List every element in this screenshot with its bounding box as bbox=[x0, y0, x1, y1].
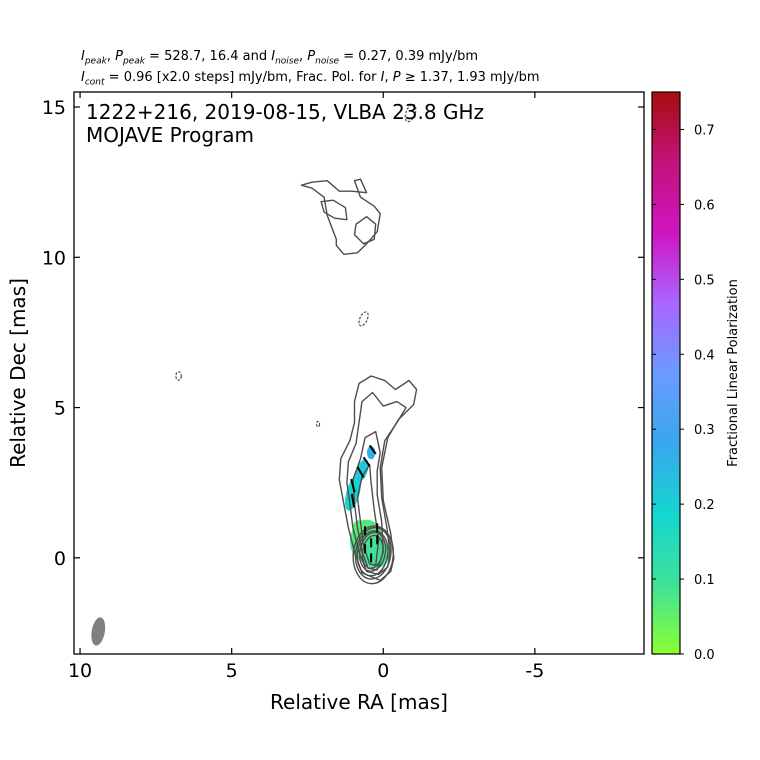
noise-contour bbox=[315, 420, 321, 428]
i-symbol: I bbox=[380, 70, 385, 85]
noise-contour bbox=[175, 371, 182, 381]
colorbar-tick-label: 0.3 bbox=[694, 423, 715, 438]
header-line-1: Ipeak, Ppeak = 528.7, 16.4 and Inoise, P… bbox=[81, 49, 478, 67]
i-noise-subscript: noise bbox=[275, 56, 300, 67]
core-contour bbox=[352, 525, 395, 585]
p-symbol: P bbox=[392, 70, 401, 85]
chart-title-line-2: MOJAVE Program bbox=[86, 123, 254, 147]
jet-contour bbox=[352, 430, 384, 571]
colorbar-tick-label: 0.5 bbox=[694, 273, 715, 288]
colorbar-tick-label: 0.6 bbox=[694, 198, 715, 213]
chart-title-line-1: 1222+216, 2019-08-15, VLBA 23.8 GHz bbox=[86, 100, 484, 124]
colorbar-tick-label: 0.1 bbox=[694, 573, 715, 588]
i-peak-symbol: I bbox=[81, 49, 85, 64]
knot-contour bbox=[353, 216, 377, 245]
i-peak-subscript: peak bbox=[84, 56, 107, 67]
knot-contour bbox=[300, 178, 381, 255]
i-cont-subscript: cont bbox=[84, 77, 105, 88]
core-contour bbox=[356, 530, 389, 577]
axis-ticks: 10 5 0 -5 0 5 10 15 bbox=[42, 92, 644, 682]
plot-area bbox=[91, 103, 418, 646]
jet-contour bbox=[346, 391, 407, 576]
p-noise-subscript: noise bbox=[315, 56, 340, 67]
evpa-tick bbox=[350, 493, 356, 508]
p-peak-subscript: peak bbox=[122, 56, 145, 67]
knot-contour bbox=[320, 199, 348, 221]
noise-contour bbox=[404, 103, 417, 123]
evpa-tick bbox=[356, 466, 365, 478]
colorbar-tick-label: 0.0 bbox=[694, 648, 715, 663]
x-tick-label: 10 bbox=[68, 660, 92, 682]
core-contour bbox=[361, 534, 384, 569]
colorbar bbox=[651, 91, 681, 655]
noise-contour bbox=[358, 311, 369, 327]
threshold-text: ≥ 1.37, 1.93 mJy/bm bbox=[400, 70, 540, 85]
colorbar-label: Fractional Linear Polarization bbox=[726, 279, 741, 467]
colorbar-ticks: 0.0 0.1 0.2 0.3 0.4 0.5 0.6 0.7 bbox=[652, 123, 715, 663]
y-axis-label: Relative Dec [mas] bbox=[6, 278, 30, 468]
i-cont-symbol: I bbox=[81, 70, 85, 85]
y-tick-label: 5 bbox=[54, 398, 66, 420]
x-tick-label: 5 bbox=[226, 660, 238, 682]
core-contour bbox=[358, 531, 387, 572]
colorbar-tick-label: 0.7 bbox=[694, 123, 715, 138]
x-tick-label: -5 bbox=[525, 660, 544, 682]
p-noise-symbol: P bbox=[307, 49, 316, 64]
evpa-tick bbox=[350, 478, 356, 493]
evpa-tick bbox=[368, 444, 377, 455]
peak-values: = 528.7, 16.4 and bbox=[144, 49, 272, 64]
y-tick-label: 15 bbox=[42, 97, 66, 119]
i-noise-symbol: I bbox=[271, 49, 276, 64]
jet-contour bbox=[338, 375, 418, 582]
header-line-2: Icont = 0.96 [x2.0 steps] mJy/bm, Frac. … bbox=[81, 70, 540, 88]
colorbar-tick-label: 0.4 bbox=[694, 348, 715, 363]
y-tick-label: 0 bbox=[54, 548, 66, 570]
x-axis-label: Relative RA [mas] bbox=[270, 690, 448, 714]
plot-frame bbox=[73, 91, 645, 655]
beam-ellipse bbox=[91, 617, 106, 646]
y-tick-label: 10 bbox=[42, 247, 66, 269]
evpa-tick bbox=[362, 456, 371, 467]
contour-text: = 0.96 [x2.0 steps] mJy/bm, Frac. Pol. f… bbox=[104, 70, 381, 85]
x-tick-label: 0 bbox=[377, 660, 389, 682]
colorbar-tick-label: 0.2 bbox=[694, 498, 715, 513]
noise-values: = 0.27, 0.39 mJy/bm bbox=[339, 49, 478, 64]
p-peak-symbol: P bbox=[115, 49, 123, 64]
